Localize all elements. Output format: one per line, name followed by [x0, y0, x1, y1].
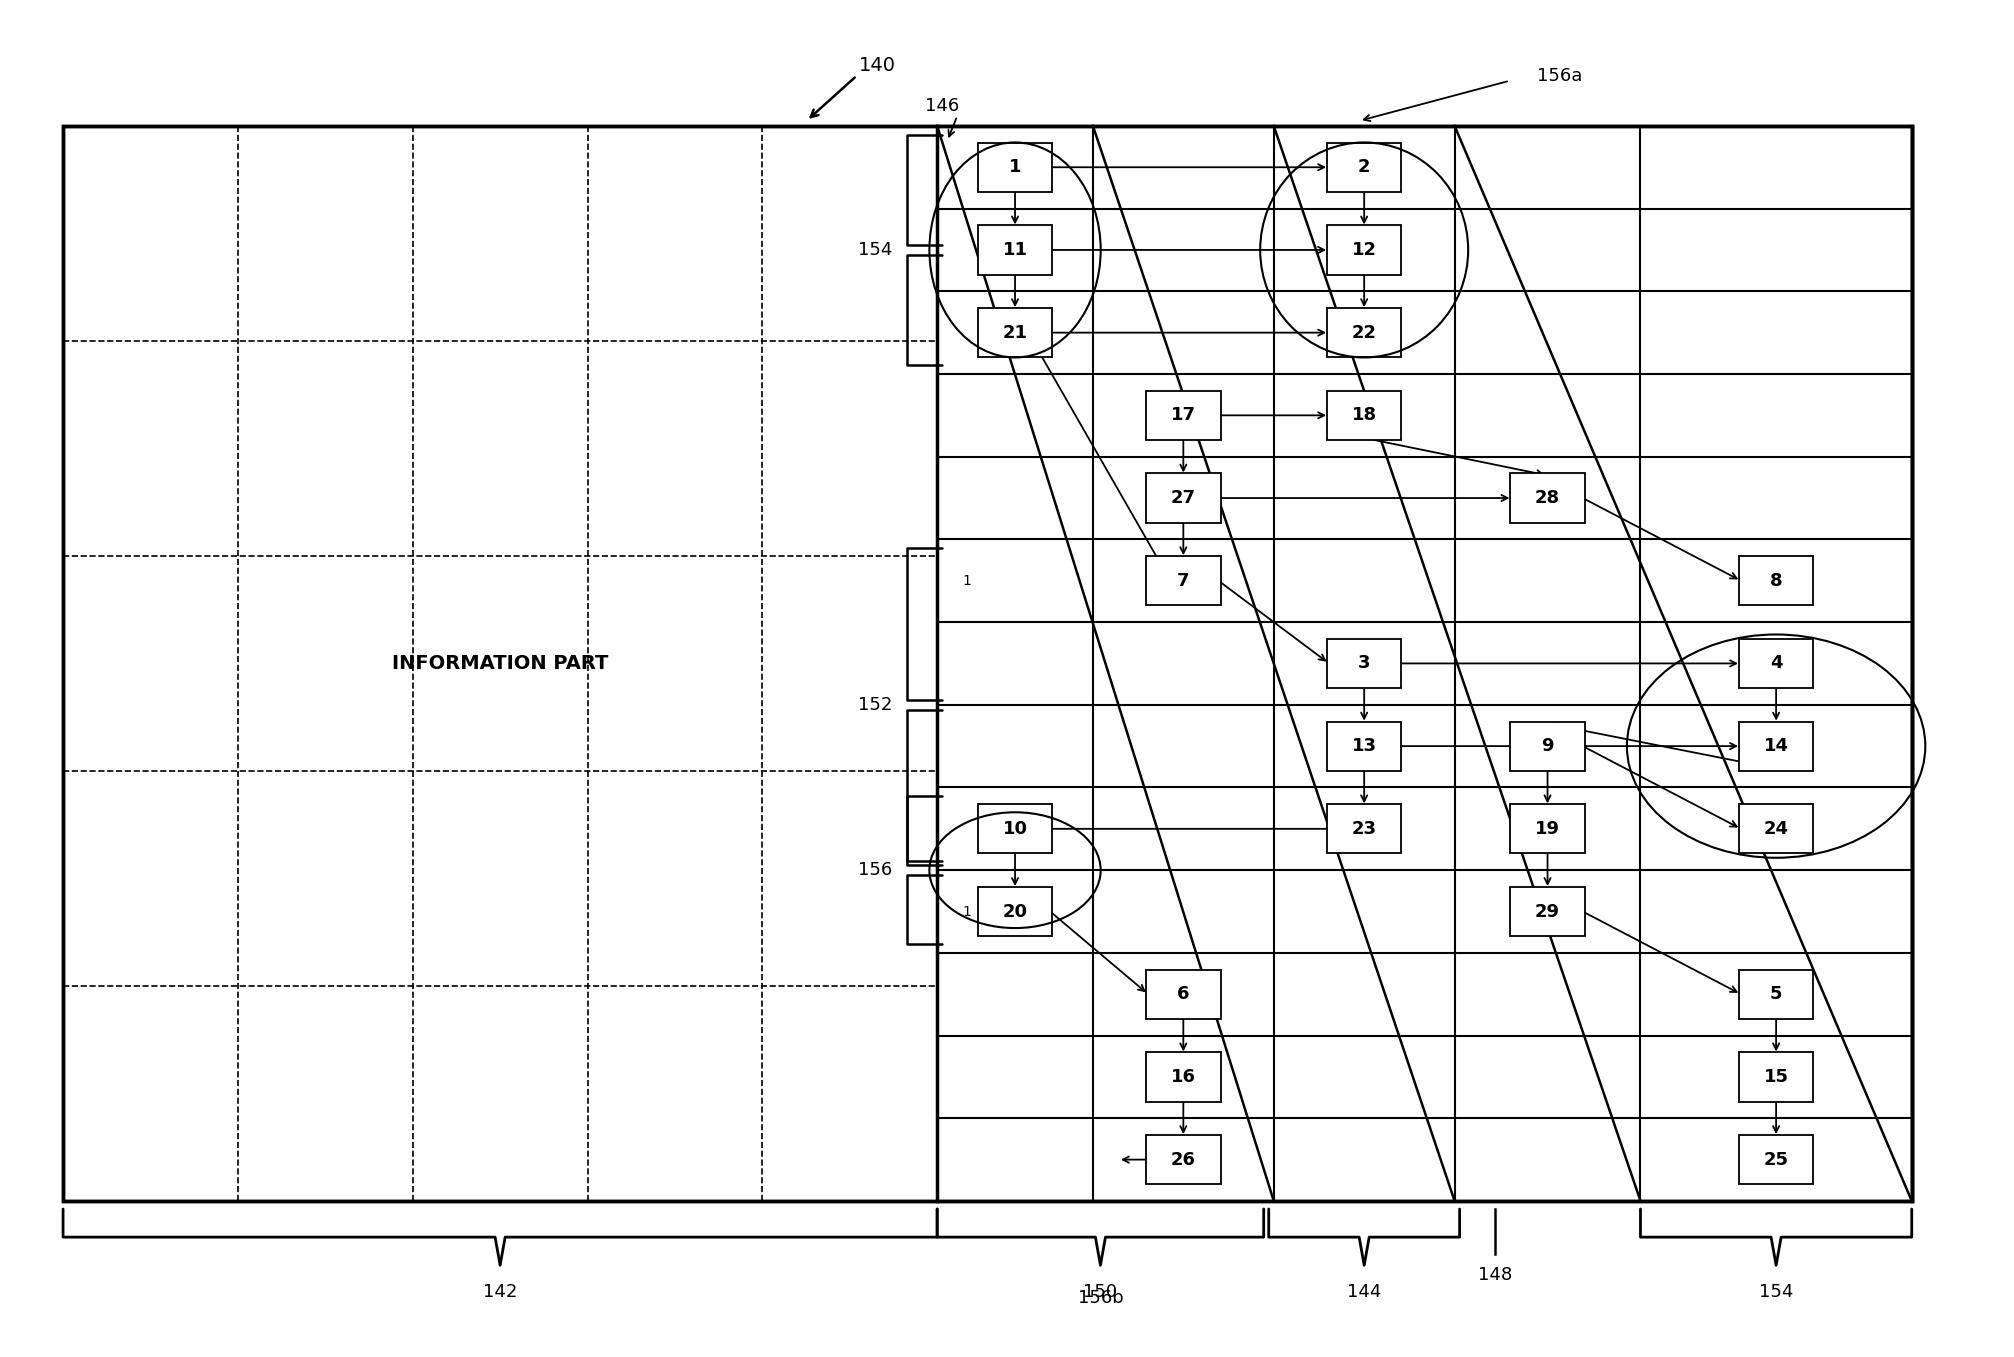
FancyBboxPatch shape [1146, 1052, 1220, 1102]
Text: 18: 18 [1351, 406, 1376, 425]
Text: 13: 13 [1351, 737, 1376, 754]
FancyBboxPatch shape [1738, 556, 1813, 605]
FancyBboxPatch shape [1738, 722, 1813, 771]
FancyBboxPatch shape [1510, 887, 1583, 936]
FancyBboxPatch shape [1327, 142, 1400, 191]
Text: 3: 3 [1357, 654, 1370, 673]
Text: 156a: 156a [1537, 66, 1583, 84]
Text: 16: 16 [1170, 1068, 1194, 1086]
FancyBboxPatch shape [977, 225, 1051, 274]
FancyBboxPatch shape [1146, 556, 1220, 605]
Text: 150: 150 [1084, 1284, 1118, 1301]
Text: 148: 148 [1476, 1266, 1510, 1284]
Text: 28: 28 [1535, 489, 1559, 508]
FancyBboxPatch shape [1146, 970, 1220, 1019]
FancyBboxPatch shape [977, 142, 1051, 191]
Text: 1: 1 [963, 574, 971, 588]
Text: 144: 144 [1345, 1284, 1382, 1301]
Text: 11: 11 [1003, 242, 1027, 259]
FancyBboxPatch shape [1738, 639, 1813, 688]
Text: 25: 25 [1762, 1151, 1788, 1168]
Text: 24: 24 [1762, 820, 1788, 837]
Text: INFORMATION PART: INFORMATION PART [393, 654, 608, 673]
Text: 154: 154 [1758, 1284, 1792, 1301]
FancyBboxPatch shape [1327, 225, 1400, 274]
Text: 23: 23 [1351, 820, 1376, 837]
FancyBboxPatch shape [1738, 970, 1813, 1019]
Text: 12: 12 [1351, 242, 1376, 259]
FancyBboxPatch shape [1327, 391, 1400, 440]
Text: 15: 15 [1762, 1068, 1788, 1086]
Text: 29: 29 [1535, 902, 1559, 920]
Text: 4: 4 [1768, 654, 1782, 673]
FancyBboxPatch shape [977, 887, 1051, 936]
FancyBboxPatch shape [1146, 1134, 1220, 1185]
Text: 1: 1 [963, 905, 971, 919]
Bar [62, 126, 1911, 1201]
FancyBboxPatch shape [1510, 474, 1583, 522]
Text: 26: 26 [1170, 1151, 1194, 1168]
Text: 152: 152 [858, 696, 892, 714]
Text: 10: 10 [1003, 820, 1027, 837]
Text: 140: 140 [858, 56, 894, 75]
FancyBboxPatch shape [977, 805, 1051, 854]
Text: 9: 9 [1541, 737, 1553, 754]
Text: 6: 6 [1176, 985, 1188, 1003]
FancyBboxPatch shape [1146, 391, 1220, 440]
FancyBboxPatch shape [1738, 805, 1813, 854]
Bar [62, 126, 1911, 1201]
Text: 7: 7 [1176, 571, 1188, 590]
Text: 154: 154 [858, 242, 892, 259]
Text: 2: 2 [1357, 159, 1370, 176]
Text: 14: 14 [1762, 737, 1788, 754]
FancyBboxPatch shape [1510, 722, 1583, 771]
Text: 142: 142 [483, 1284, 518, 1301]
Text: 19: 19 [1535, 820, 1559, 837]
FancyBboxPatch shape [1738, 1134, 1813, 1185]
Text: 17: 17 [1170, 406, 1194, 425]
Text: 22: 22 [1351, 323, 1376, 342]
Text: 156b: 156b [1077, 1289, 1122, 1307]
Text: 146: 146 [924, 96, 959, 115]
Text: 156: 156 [858, 862, 892, 879]
Text: 1: 1 [1009, 159, 1021, 176]
FancyBboxPatch shape [1327, 308, 1400, 357]
FancyBboxPatch shape [1327, 722, 1400, 771]
Text: 8: 8 [1768, 571, 1782, 590]
FancyBboxPatch shape [1510, 805, 1583, 854]
FancyBboxPatch shape [1146, 474, 1220, 522]
FancyBboxPatch shape [977, 308, 1051, 357]
Text: 27: 27 [1170, 489, 1194, 508]
FancyBboxPatch shape [1327, 639, 1400, 688]
FancyBboxPatch shape [1738, 1052, 1813, 1102]
Text: 21: 21 [1003, 323, 1027, 342]
Text: 5: 5 [1768, 985, 1782, 1003]
FancyBboxPatch shape [1327, 805, 1400, 854]
Text: 20: 20 [1003, 902, 1027, 920]
